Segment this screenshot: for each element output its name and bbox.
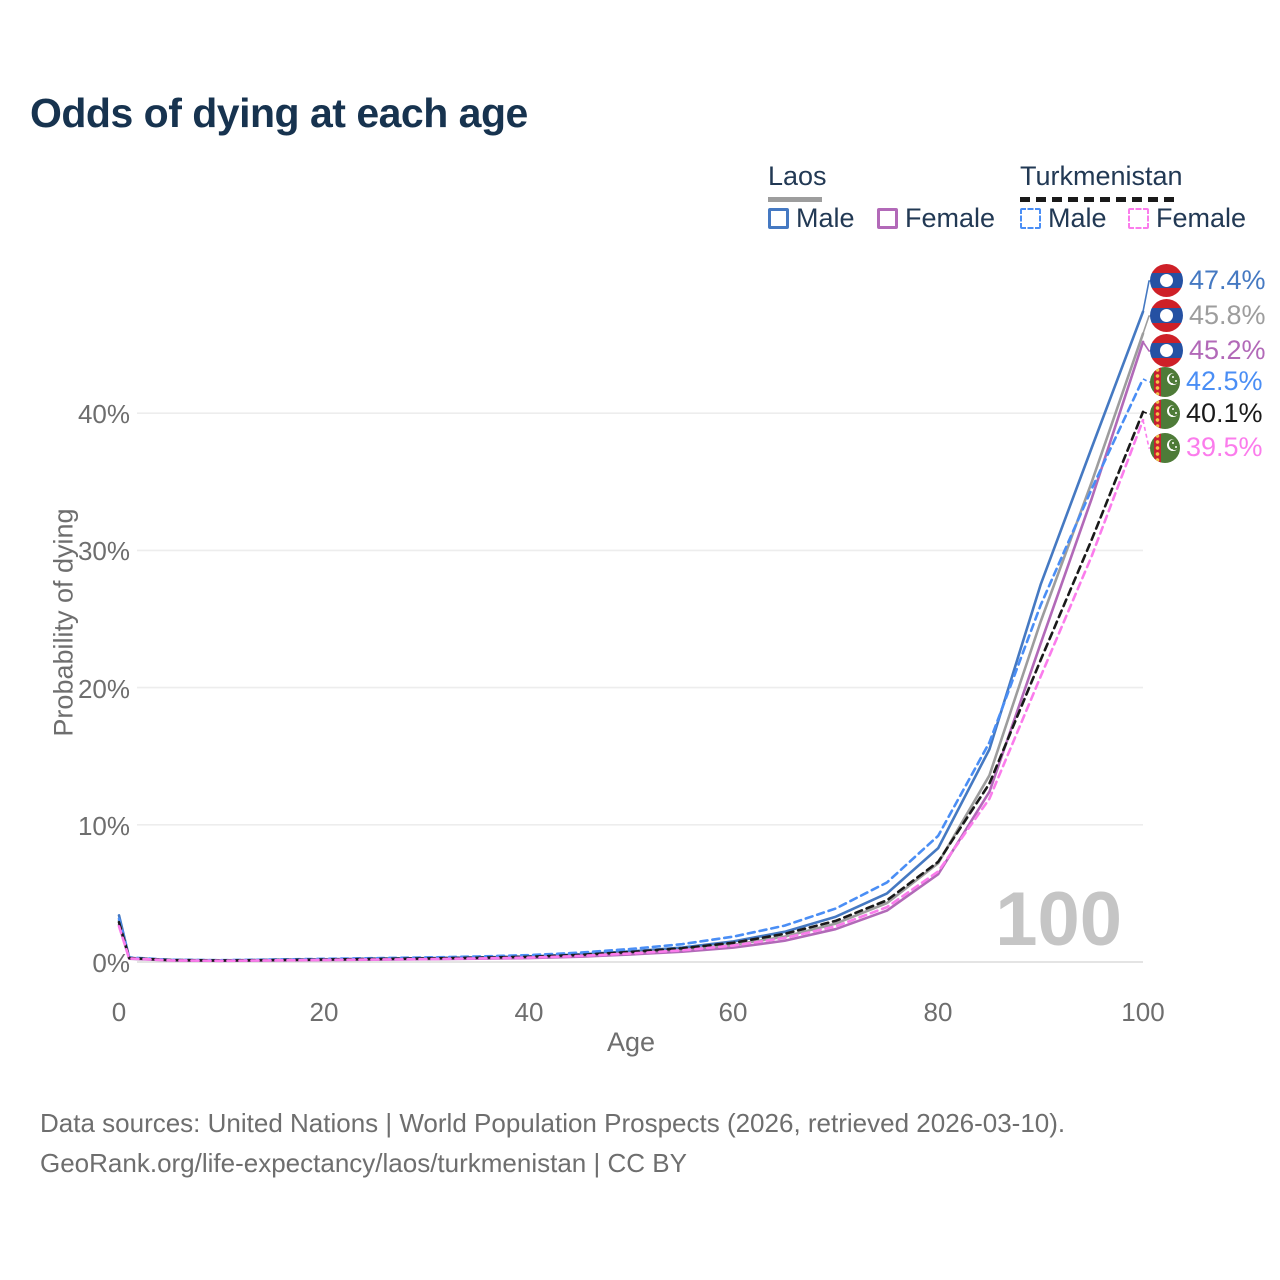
laos-female-swatch-icon (877, 208, 898, 229)
end-value: 39.5% (1186, 432, 1263, 462)
turkmenistan-flag-icon (1150, 432, 1180, 463)
y-tick-label: 10% (77, 811, 130, 841)
y-tick-label: 20% (77, 674, 130, 704)
end-label-laos-female: 45.2% (1150, 334, 1266, 367)
legend-item-label: Female (905, 203, 996, 233)
end-value: 45.8% (1189, 300, 1266, 330)
x-tick-label: 100 (1121, 997, 1165, 1027)
laos-flag-icon (1150, 299, 1183, 332)
turkmenistan-flag-icon (1150, 366, 1180, 397)
laos-flag-icon (1150, 334, 1183, 367)
laos-male-swatch-icon (768, 208, 789, 229)
laos-flag-icon (1150, 264, 1183, 297)
y-tick-label: 0% (92, 948, 130, 978)
legend-item-laos-male[interactable]: Male (768, 203, 855, 234)
end-label-turkmenistan-male: 42.5% (1150, 366, 1263, 397)
x-tick-label: 80 (923, 997, 953, 1027)
turkmenistan-female-swatch-icon (1128, 208, 1149, 229)
x-tick-label: 20 (309, 997, 339, 1027)
legend-item-turkmenistan-female[interactable]: Female (1128, 203, 1246, 234)
legend-item-label: Male (1048, 203, 1107, 233)
data-sources-text: Data sources: United Nations | World Pop… (40, 1108, 1066, 1138)
x-tick-label: 40 (514, 997, 544, 1027)
legend-group-laos[interactable]: Laos (768, 161, 827, 191)
legend-group-turkmenistan[interactable]: Turkmenistan (1020, 161, 1183, 191)
y-axis-title: Probability of dying (48, 508, 79, 737)
hover-age-watermark: 100 (995, 877, 1122, 962)
y-tick-label: 40% (77, 399, 130, 429)
end-value: 42.5% (1186, 366, 1263, 396)
end-label-laos-male: 47.4% (1150, 264, 1266, 297)
end-value: 45.2% (1189, 335, 1266, 365)
end-label-turkmenistan-female: 39.5% (1150, 432, 1263, 463)
gridlines (137, 412, 1143, 963)
legend-turkmenistan-underline (1020, 197, 1180, 202)
end-value: 47.4% (1189, 265, 1266, 295)
y-tick-label: 30% (77, 536, 130, 566)
legend-item-turkmenistan-male[interactable]: Male (1020, 203, 1107, 234)
end-label-laos-both: 45.8% (1150, 299, 1266, 332)
turkmenistan-flag-icon (1150, 398, 1180, 429)
legend-item-laos-female[interactable]: Female (877, 203, 995, 234)
turkmenistan-male-swatch-icon (1020, 208, 1041, 229)
x-axis-title: Age (606, 1027, 656, 1057)
page-title: Odds of dying at each age (30, 90, 528, 136)
end-label-turkmenistan-both: 40.1% (1150, 398, 1263, 429)
end-value: 40.1% (1186, 398, 1263, 428)
series-lines (117, 310, 1145, 963)
legend-item-label: Female (1156, 203, 1247, 233)
legend-laos-underline (768, 197, 822, 202)
x-tick-label: 60 (718, 997, 748, 1027)
attribution-text: GeoRank.org/life-expectancy/laos/turkmen… (40, 1148, 687, 1178)
legend-item-label: Male (796, 203, 855, 233)
x-tick-label: 0 (111, 997, 127, 1027)
